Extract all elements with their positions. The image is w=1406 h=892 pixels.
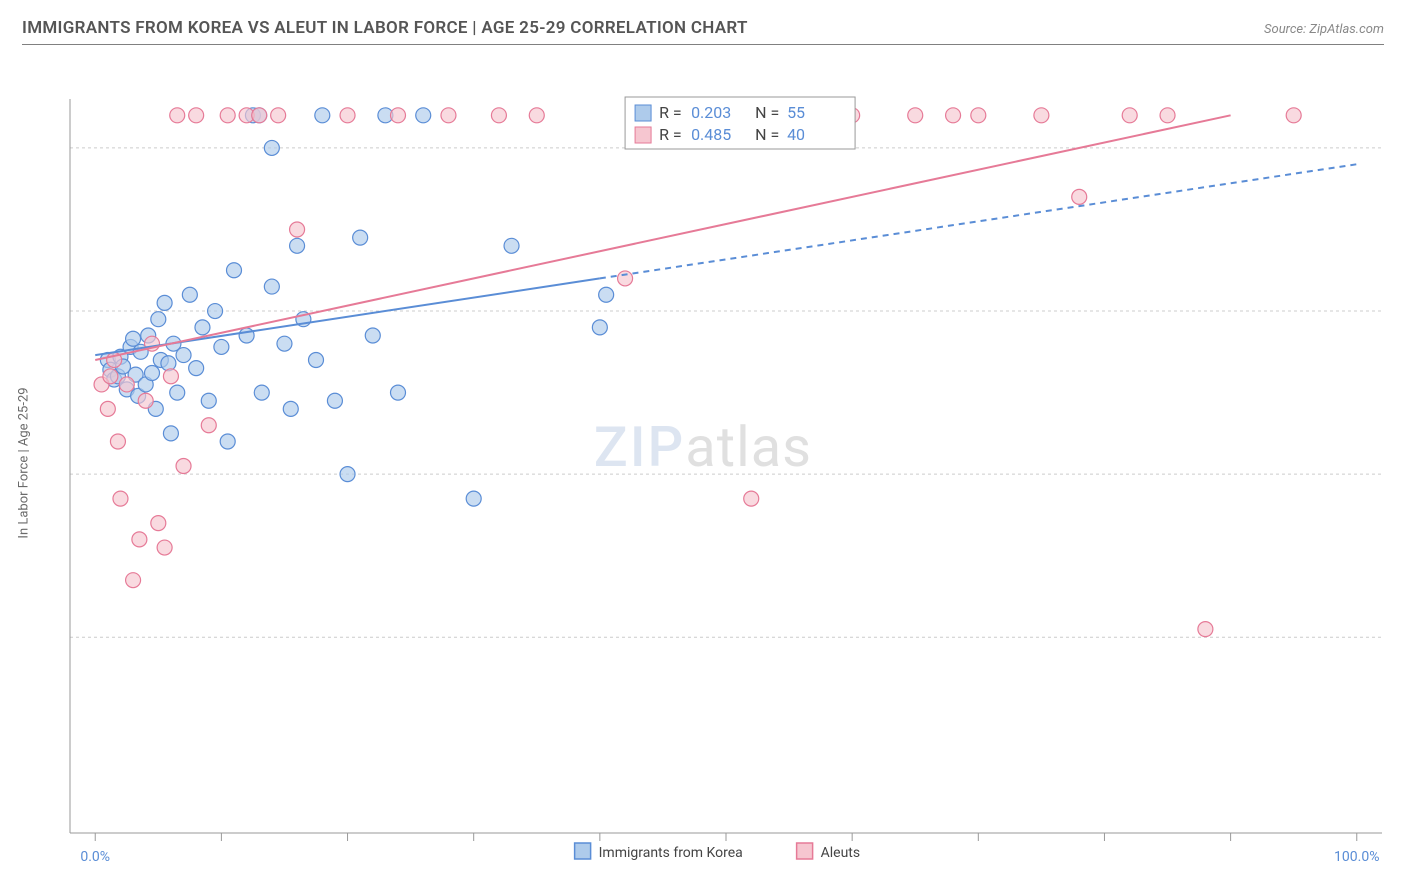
scatter-point [391, 385, 406, 400]
x-min-label: 0.0% [80, 849, 110, 865]
scatter-point [157, 540, 172, 555]
scatter-point [220, 108, 235, 123]
scatter-point [1034, 108, 1049, 123]
scatter-point [220, 434, 235, 449]
scatter-point [132, 532, 147, 547]
scatter-point [126, 331, 141, 346]
scatter-point [1072, 189, 1087, 204]
scatter-point [163, 369, 178, 384]
scatter-point [208, 304, 223, 319]
scatter-point [504, 238, 519, 253]
scatter-point [971, 108, 986, 123]
bottom-legend-label: Aleuts [821, 845, 860, 861]
scatter-point [283, 401, 298, 416]
scatter-point [126, 573, 141, 588]
legend-n-value: 40 [787, 125, 805, 144]
scatter-point [271, 108, 286, 123]
scatter-point [327, 393, 342, 408]
scatter-point [529, 108, 544, 123]
legend-r-value: 0.203 [691, 103, 731, 122]
scatter-point [252, 108, 267, 123]
chart-source: Source: ZipAtlas.com [1264, 22, 1384, 37]
legend-n-label: N = [755, 103, 779, 122]
scatter-point [290, 222, 305, 237]
scatter-point [161, 356, 176, 371]
legend-n-label: N = [755, 125, 779, 144]
legend-r-label: R = [659, 103, 682, 122]
scatter-point [201, 393, 216, 408]
scatter-point [189, 108, 204, 123]
scatter-point [1286, 108, 1301, 123]
scatter-point [195, 320, 210, 335]
scatter-point [138, 393, 153, 408]
scatter-point [182, 287, 197, 302]
scatter-point [744, 491, 759, 506]
scatter-point [340, 108, 355, 123]
chart-svg: 70.0%80.0%90.0%100.0%0.0%100.0%R =0.203N… [22, 53, 1384, 873]
scatter-point [309, 352, 324, 367]
scatter-point [151, 516, 166, 531]
scatter-point [1198, 622, 1213, 637]
scatter-point [170, 385, 185, 400]
scatter-point [176, 348, 191, 363]
scatter-point [227, 263, 242, 278]
scatter-point [201, 418, 216, 433]
scatter-point [254, 385, 269, 400]
scatter-point [163, 426, 178, 441]
scatter-point [466, 491, 481, 506]
scatter-point [189, 361, 204, 376]
scatter-point [416, 108, 431, 123]
scatter-point [1122, 108, 1137, 123]
scatter-point [113, 491, 128, 506]
scatter-point [145, 366, 160, 381]
x-max-label: 100.0% [1334, 849, 1379, 865]
scatter-point [170, 108, 185, 123]
scatter-point [353, 230, 368, 245]
legend-swatch [635, 105, 651, 121]
bottom-legend-swatch [575, 843, 591, 859]
scatter-point [176, 459, 191, 474]
scatter-point [1160, 108, 1175, 123]
scatter-point [599, 287, 614, 302]
chart-header: IMMIGRANTS FROM KOREA VS ALEUT IN LABOR … [22, 18, 1384, 45]
scatter-point [618, 271, 633, 286]
scatter-point [103, 369, 118, 384]
scatter-point [441, 108, 456, 123]
scatter-point [290, 238, 305, 253]
legend-n-value: 55 [787, 103, 805, 122]
bottom-legend-label: Immigrants from Korea [599, 845, 743, 861]
scatter-point [264, 279, 279, 294]
legend-swatch [635, 127, 651, 143]
scatter-point [110, 434, 125, 449]
scatter-point [264, 140, 279, 155]
legend-r-label: R = [659, 125, 682, 144]
scatter-point [214, 339, 229, 354]
scatter-point [592, 320, 607, 335]
chart-title: IMMIGRANTS FROM KOREA VS ALEUT IN LABOR … [22, 18, 748, 38]
trend-line-dash [600, 164, 1357, 278]
scatter-point [157, 295, 172, 310]
scatter-point [908, 108, 923, 123]
scatter-point [391, 108, 406, 123]
chart-container: IMMIGRANTS FROM KOREA VS ALEUT IN LABOR … [0, 0, 1406, 892]
legend-r-value: 0.485 [691, 125, 731, 144]
scatter-point [340, 467, 355, 482]
scatter-point [119, 377, 134, 392]
scatter-point [100, 401, 115, 416]
chart-area: In Labor Force | Age 25-29 ZIPatlas 70.0… [22, 53, 1384, 873]
scatter-point [277, 336, 292, 351]
bottom-legend-swatch [797, 843, 813, 859]
scatter-point [151, 312, 166, 327]
scatter-point [315, 108, 330, 123]
scatter-point [946, 108, 961, 123]
scatter-point [491, 108, 506, 123]
scatter-point [239, 328, 254, 343]
scatter-point [365, 328, 380, 343]
y-axis-label: In Labor Force | Age 25-29 [17, 387, 32, 538]
